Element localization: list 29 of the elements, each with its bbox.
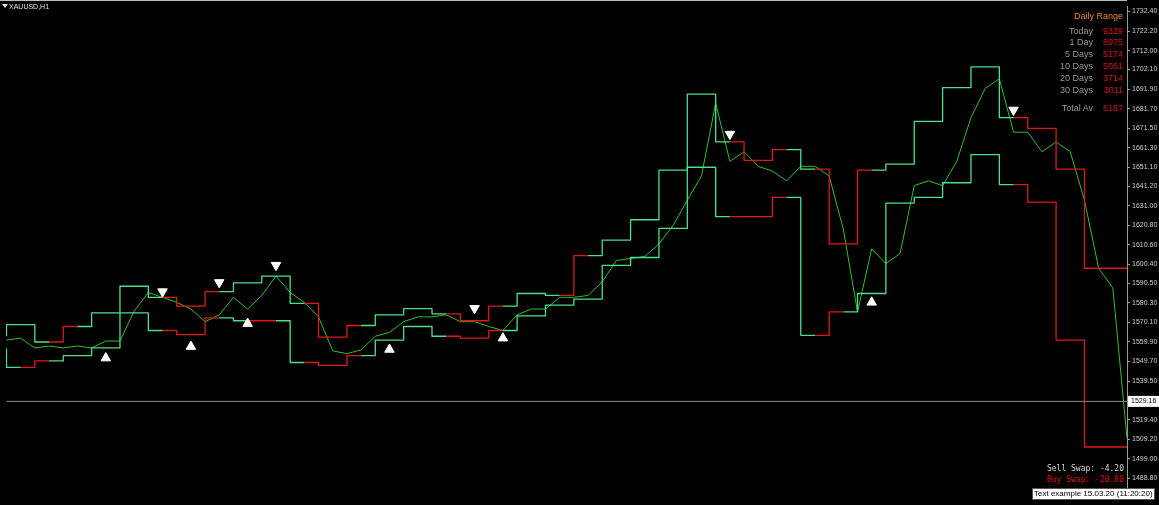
annotation: 8975 — [1102, 37, 1123, 48]
annotation: Daily Range — [1073, 11, 1123, 22]
point — [157, 288, 168, 298]
annotation: 9329 — [1102, 26, 1123, 37]
annotation: Total Av — [1061, 103, 1093, 114]
annotation: Text example 15.03.20 (11:20:20) — [1032, 488, 1155, 500]
point — [185, 340, 197, 350]
point — [213, 279, 225, 289]
point — [866, 296, 877, 306]
point — [242, 317, 253, 327]
point — [270, 261, 282, 272]
annotation: Buy Swap: -20.80 — [1046, 474, 1124, 485]
annotation: 30 Days — [1059, 85, 1093, 96]
annotation: 3011 — [1103, 85, 1123, 96]
annotation: Today — [1068, 26, 1093, 37]
point — [497, 332, 509, 342]
annotation: 5 Days — [1064, 49, 1093, 60]
annotation: 1 Day — [1069, 37, 1093, 48]
annotation: 3714 — [1102, 73, 1123, 84]
point — [384, 343, 395, 353]
point — [100, 352, 112, 362]
point — [724, 130, 736, 141]
annotation: 10 Days — [1059, 61, 1093, 72]
annotation: 5174 — [1102, 49, 1123, 60]
annotation: 5061 — [1102, 61, 1123, 72]
point — [1008, 106, 1019, 116]
annotation: 5187 — [1102, 103, 1123, 114]
annotation: 20 Days — [1059, 73, 1093, 84]
annotation: Sell Swap: -4.20 — [1046, 463, 1124, 474]
